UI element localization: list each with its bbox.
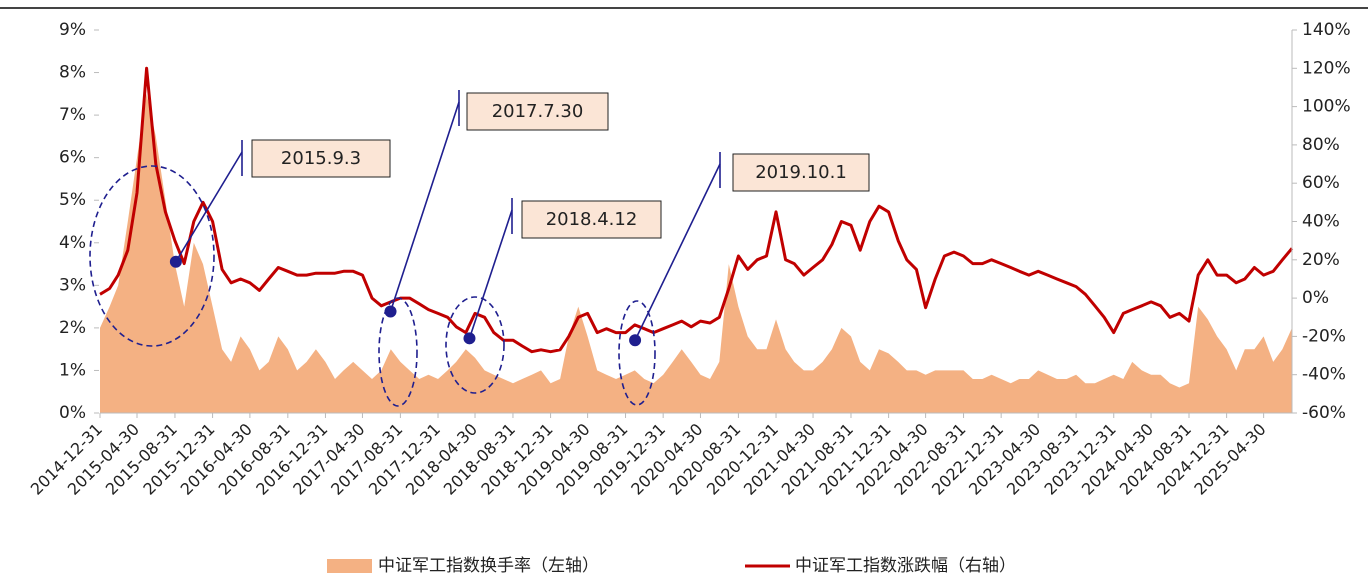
annotation-leader	[175, 151, 243, 263]
index-line	[99, 66, 1294, 354]
annotation-point	[169, 255, 182, 268]
annotation-label: 2019.10.1	[755, 162, 847, 183]
legend-label: 中证军工指数换手率（左轴）	[378, 556, 599, 576]
y2-tick-label: 100%	[1302, 97, 1351, 117]
annotation-leader	[389, 101, 460, 312]
plot	[99, 66, 1294, 414]
y2-tick-label: 80%	[1302, 135, 1340, 155]
y-tick-label: 9%	[59, 20, 86, 40]
annotation-box	[521, 200, 662, 239]
annotation-label: 2018.4.12	[546, 209, 638, 230]
y-tick-label: 5%	[59, 190, 86, 210]
y2-tick-label: 120%	[1302, 58, 1351, 78]
annotation-point	[384, 305, 397, 318]
highlight-ellipse	[378, 297, 418, 407]
y2-tick-label: -60%	[1302, 403, 1346, 423]
annotation-point	[463, 332, 476, 345]
legend-label: 中证军工指数涨跌幅（右轴）	[795, 556, 1016, 576]
y-tick-label: 2%	[59, 318, 86, 338]
annotation-leader	[634, 163, 721, 341]
annotation-label: 2015.9.3	[281, 148, 361, 169]
highlight-ellipse	[445, 296, 505, 394]
highlight-ellipses	[89, 165, 656, 407]
highlight-ellipse	[89, 165, 215, 347]
annotation-box	[466, 92, 609, 131]
legend-swatch	[327, 559, 372, 573]
y-tick-label: 1%	[59, 360, 86, 380]
y2-tick-label: -20%	[1302, 326, 1346, 346]
y2-tick-label: 140%	[1302, 20, 1351, 40]
annotation-box	[251, 139, 391, 178]
highlight-ellipse	[618, 300, 656, 406]
y-tick-label: 8%	[59, 63, 86, 83]
y2-tick-label: 20%	[1302, 250, 1340, 270]
annotation-leader	[468, 209, 513, 339]
y2-tick-label: 40%	[1302, 212, 1340, 232]
annotation-label: 2017.7.30	[492, 101, 584, 122]
y2-tick-label: -40%	[1302, 365, 1346, 385]
annotation-box	[732, 153, 870, 192]
turnover-area	[100, 93, 1292, 414]
y-tick-label: 7%	[59, 105, 86, 125]
y-tick-label: 3%	[59, 275, 86, 295]
y2-tick-label: 60%	[1302, 173, 1340, 193]
y-tick-label: 4%	[59, 233, 86, 253]
y2-tick-label: 0%	[1302, 288, 1329, 308]
annotation-point	[629, 334, 642, 347]
y-tick-label: 0%	[59, 403, 86, 423]
y-tick-label: 6%	[59, 148, 86, 168]
